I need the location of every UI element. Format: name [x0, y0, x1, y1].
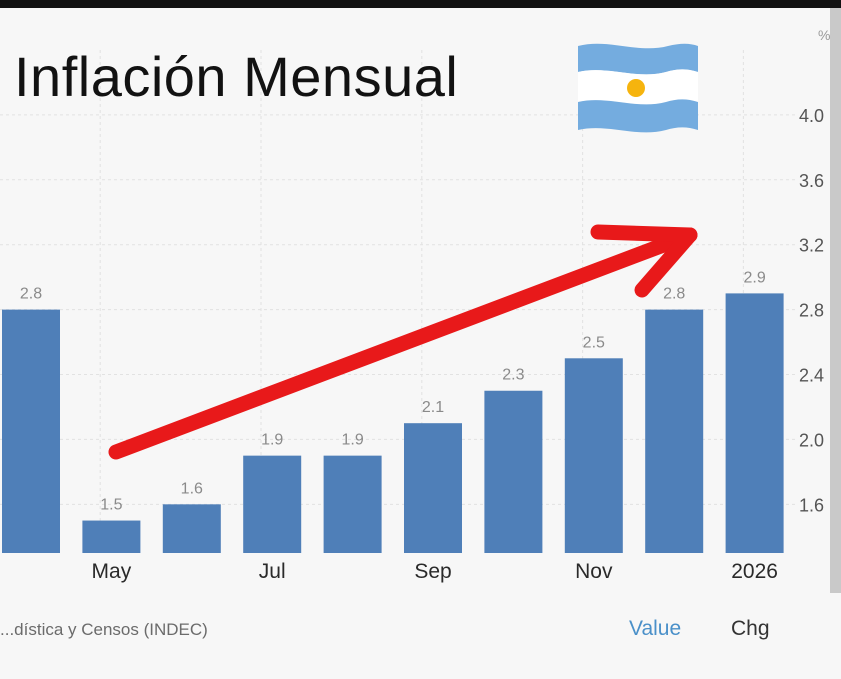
data-label: 2.3: [502, 367, 524, 384]
data-label: 2.5: [583, 334, 605, 351]
chart-data-labels: 2.8 1.5 1.6 1.9 1.9 2.1 2.3 2.5 2.8 2.9: [20, 269, 766, 513]
y-tick-label: 2.0: [799, 430, 824, 450]
chart-bars: [2, 293, 784, 553]
chart-x-axis: May Jul Sep Nov 2026: [92, 560, 778, 583]
source-citation: ...dística y Censos (INDEC): [0, 620, 208, 639]
y-tick-label: 2.4: [799, 366, 824, 386]
trend-arrow: [108, 224, 698, 460]
bar-aug[interactable]: [323, 455, 382, 553]
chg-tab[interactable]: Chg: [731, 617, 770, 640]
x-tick-label: Sep: [414, 560, 451, 583]
chart-title: Inflación Mensual: [14, 45, 459, 108]
bar-sep[interactable]: [404, 423, 462, 553]
bar-apr[interactable]: [2, 309, 60, 553]
data-label: 2.9: [743, 269, 765, 286]
data-label: 1.9: [261, 432, 283, 449]
top-border: [0, 0, 841, 8]
value-tab[interactable]: Value: [629, 617, 682, 640]
x-tick-label: May: [92, 560, 132, 583]
data-label: 2.8: [20, 286, 42, 303]
bar-2026[interactable]: [725, 293, 784, 553]
y-tick-label: 2.8: [799, 301, 824, 321]
x-tick-label: 2026: [731, 560, 778, 583]
bar-jul[interactable]: [243, 455, 302, 553]
data-label: 1.5: [100, 497, 122, 514]
x-tick-label: Jul: [259, 560, 286, 583]
bar-oct[interactable]: [484, 390, 543, 553]
y-axis-unit: %: [818, 27, 830, 43]
data-label: 1.6: [181, 480, 203, 497]
y-tick-label: 1.6: [799, 495, 824, 515]
y-tick-label: 3.6: [799, 171, 824, 191]
data-label: 2.1: [422, 399, 444, 416]
y-tick-label: 3.2: [799, 236, 824, 256]
x-tick-label: Nov: [575, 560, 613, 583]
data-label: 2.8: [663, 286, 685, 303]
y-tick-label: 4.0: [799, 106, 824, 126]
right-scroll-edge: [830, 8, 841, 593]
chart-y-axis: % 1.6 2.0 2.4 2.8 3.2 3.6 4.0: [799, 27, 830, 515]
bar-may[interactable]: [82, 520, 141, 553]
argentina-flag-icon: [578, 43, 698, 133]
bar-jun[interactable]: [162, 504, 221, 553]
bar-nov[interactable]: [564, 358, 623, 553]
bar-dec[interactable]: [645, 309, 704, 553]
data-label: 1.9: [341, 432, 363, 449]
